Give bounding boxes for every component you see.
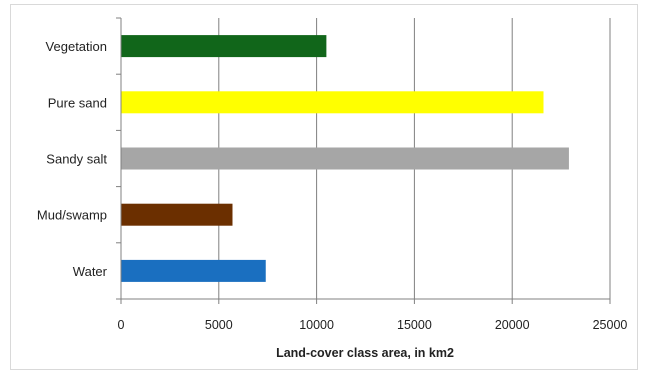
x-tick-label: 5000 bbox=[205, 318, 233, 332]
x-tick-label: 10000 bbox=[299, 318, 334, 332]
bar-sandy-salt bbox=[121, 147, 569, 170]
x-tick-label: 20000 bbox=[495, 318, 530, 332]
x-axis-title: Land-cover class area, in km2 bbox=[276, 346, 454, 360]
bar-vegetation bbox=[121, 35, 327, 58]
x-tick-label: 25000 bbox=[593, 318, 628, 332]
x-tick-label: 15000 bbox=[397, 318, 432, 332]
category-label: Vegetation bbox=[46, 39, 107, 54]
labels: 0 5000 10000 15000 20000 25000 Vegetation Pure … bbox=[37, 39, 628, 332]
axes bbox=[116, 17, 611, 304]
x-tick-label: 0 bbox=[118, 318, 125, 332]
category-label: Sandy salt bbox=[46, 152, 107, 167]
bar-water bbox=[121, 259, 266, 282]
chart-frame bbox=[10, 4, 638, 370]
category-label: Water bbox=[73, 264, 108, 279]
bars bbox=[121, 35, 569, 282]
category-label: Pure sand bbox=[48, 95, 107, 110]
bar-pure-sand bbox=[121, 91, 544, 114]
bar-mud-swamp bbox=[121, 203, 233, 226]
category-label: Mud/swamp bbox=[37, 208, 107, 223]
